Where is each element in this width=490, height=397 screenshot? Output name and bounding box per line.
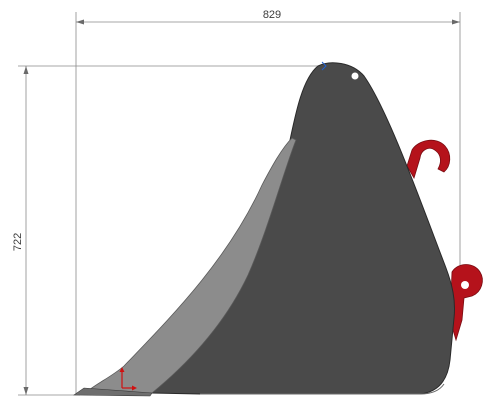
height-arrow-top <box>23 66 29 74</box>
height-arrow-bottom <box>23 387 29 395</box>
width-dimension: 829 <box>75 9 461 395</box>
height-dimension-label: 722 <box>12 233 24 251</box>
width-arrow-left <box>76 19 84 25</box>
height-dimension: 722 <box>12 65 330 396</box>
width-dimension-label: 829 <box>263 9 281 21</box>
bucket-top-hole <box>351 72 359 80</box>
bucket-base-edge <box>200 383 445 395</box>
bucket-cutting-edge <box>73 387 153 397</box>
width-arrow-right <box>452 19 460 25</box>
upper-hook-icon <box>406 139 451 179</box>
bucket-inner-face <box>82 137 297 395</box>
lower-hook-hole <box>461 281 469 289</box>
top-point-marker <box>321 61 327 71</box>
bucket-hooks <box>406 139 483 342</box>
coordinate-axes-icon <box>119 367 137 391</box>
lower-hook-icon <box>449 264 483 342</box>
